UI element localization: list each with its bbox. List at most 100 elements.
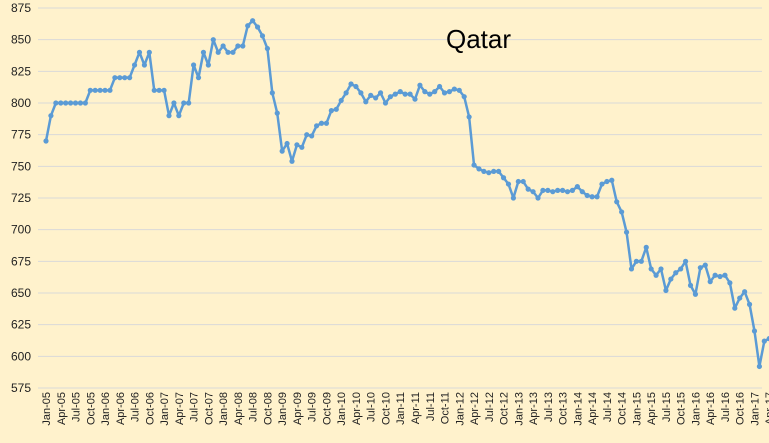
data-point xyxy=(264,45,270,52)
data-point xyxy=(692,291,699,297)
data-point xyxy=(304,132,310,138)
data-point xyxy=(245,23,251,29)
x-tick-label: Apr-09 xyxy=(292,392,304,425)
data-point xyxy=(702,262,708,268)
data-point xyxy=(72,100,79,106)
data-point xyxy=(215,49,221,55)
x-tick-label: Jul-13 xyxy=(543,392,555,422)
data-point xyxy=(653,272,659,278)
data-point xyxy=(555,187,561,193)
data-point xyxy=(387,94,393,100)
data-point xyxy=(432,89,438,95)
data-point xyxy=(161,87,167,93)
data-point xyxy=(53,100,59,106)
data-point xyxy=(491,168,497,174)
data-point xyxy=(584,192,590,199)
x-tick-label: Apr-07 xyxy=(174,392,186,425)
data-point xyxy=(599,181,605,187)
x-tick-label: Apr-14 xyxy=(587,392,599,425)
data-point xyxy=(486,170,492,176)
data-point xyxy=(200,49,207,55)
data-point xyxy=(456,87,462,93)
data-point xyxy=(63,100,69,106)
data-point xyxy=(678,266,684,272)
data-point xyxy=(648,266,654,272)
data-point xyxy=(368,92,374,98)
x-tick-label: Apr-17 xyxy=(764,392,769,425)
data-point xyxy=(77,100,84,106)
data-point xyxy=(373,95,379,101)
y-tick-label: 575 xyxy=(11,381,31,395)
data-point xyxy=(195,75,202,81)
data-point xyxy=(638,258,644,264)
x-tick-label: Jan-17 xyxy=(749,392,761,426)
x-tick-label: Oct-12 xyxy=(499,392,511,425)
series-line xyxy=(44,19,769,368)
x-tick-label: Jul-09 xyxy=(307,392,319,422)
data-point xyxy=(205,62,211,68)
data-point xyxy=(500,175,507,181)
data-point xyxy=(318,120,325,126)
data-point xyxy=(471,162,477,168)
gridlines xyxy=(38,7,762,389)
data-point xyxy=(402,91,408,97)
x-tick-label: Oct-16 xyxy=(735,392,747,425)
data-point xyxy=(540,187,546,193)
data-point xyxy=(338,97,344,104)
data-point xyxy=(131,62,138,68)
data-point xyxy=(761,338,767,344)
x-tick-label: Oct-15 xyxy=(676,392,688,425)
data-point xyxy=(220,43,226,49)
data-point xyxy=(673,270,679,276)
data-point xyxy=(323,120,330,126)
x-tick-label: Apr-05 xyxy=(56,392,68,425)
data-point xyxy=(668,276,674,282)
data-point xyxy=(663,287,669,294)
data-point xyxy=(230,49,236,55)
data-point xyxy=(274,110,280,116)
x-tick-label: Jan-15 xyxy=(631,392,643,426)
data-point xyxy=(643,244,649,250)
y-tick-label: 825 xyxy=(11,64,31,78)
x-tick-label: Jan-06 xyxy=(100,392,112,426)
data-point xyxy=(687,282,694,288)
y-tick-label: 725 xyxy=(11,191,31,205)
data-point xyxy=(722,272,728,278)
data-point xyxy=(314,123,320,129)
x-tick-label: Jul-16 xyxy=(720,392,732,422)
data-point xyxy=(102,87,108,93)
data-point xyxy=(254,24,261,30)
data-point xyxy=(181,100,187,106)
x-tick-label: Jul-10 xyxy=(366,392,378,422)
y-tick-label: 650 xyxy=(11,286,31,300)
data-point xyxy=(146,49,152,55)
data-point xyxy=(377,90,384,96)
x-tick-label: Apr-16 xyxy=(705,392,717,425)
data-point xyxy=(333,106,339,112)
data-point xyxy=(496,168,502,174)
data-point xyxy=(87,87,93,93)
data-point xyxy=(343,90,349,96)
x-tick-label: Oct-11 xyxy=(440,392,452,424)
data-point xyxy=(397,89,403,95)
x-tick-label: Jan-10 xyxy=(336,392,348,426)
x-tick-label: Oct-06 xyxy=(144,392,156,425)
data-point xyxy=(348,81,354,87)
x-tick-label: Jan-13 xyxy=(513,392,525,426)
data-point xyxy=(515,178,521,185)
data-point xyxy=(560,187,566,193)
data-point xyxy=(683,258,689,264)
data-point xyxy=(328,108,334,114)
data-point xyxy=(510,195,516,201)
data-point xyxy=(107,87,113,93)
x-tick-label: Apr-15 xyxy=(646,392,658,425)
data-point xyxy=(166,113,172,119)
data-point xyxy=(619,209,625,215)
y-tick-label: 675 xyxy=(11,254,31,268)
data-point xyxy=(122,75,128,81)
x-tick-label: Oct-13 xyxy=(558,392,570,425)
data-point xyxy=(392,91,398,97)
data-point xyxy=(191,62,197,68)
data-point xyxy=(289,158,295,164)
x-tick-label: Jan-12 xyxy=(454,392,466,426)
